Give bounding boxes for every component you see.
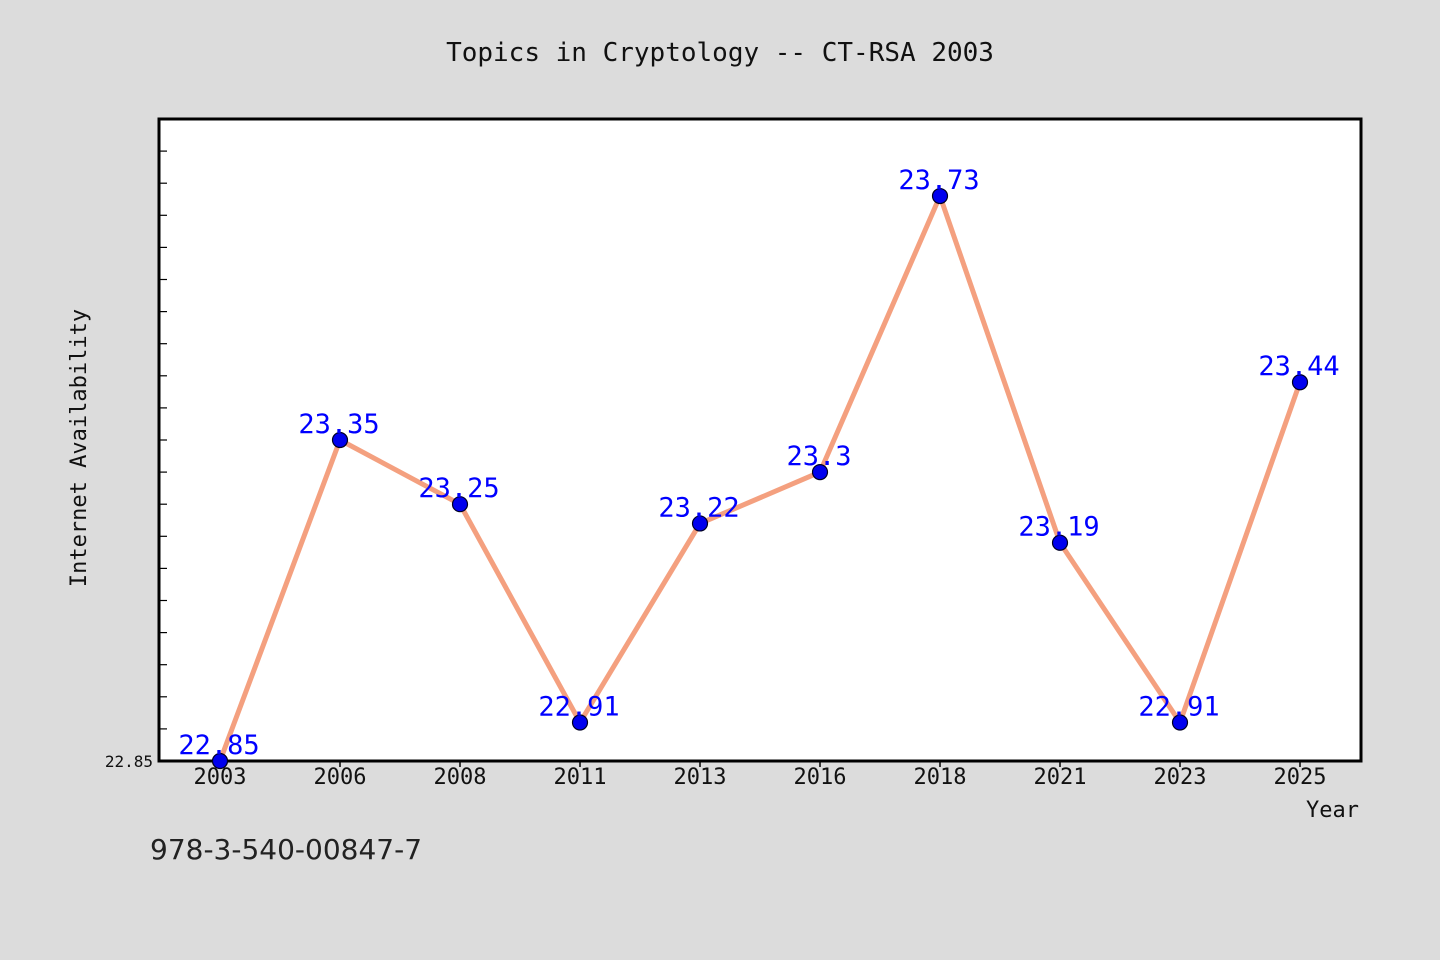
chart-title: Topics in Cryptology -- CT-RSA 2003 (446, 38, 994, 68)
data-label: 22.85 (178, 730, 259, 761)
y-axis-label: Internet Availability (67, 309, 92, 587)
x-tick-label: 2016 (794, 765, 847, 790)
data-labels: 22.85 23.35 23.25 22.91 23.22 23.3 23.73 23.19 2… (178, 165, 1339, 761)
data-point (451, 496, 469, 513)
x-tick-label: 2021 (1034, 765, 1087, 790)
data-points (211, 187, 1309, 770)
y-tick-label: 22.85 (105, 752, 153, 771)
isbn-footnote: 978-3-540-00847-7 (150, 833, 423, 866)
series-line (217, 193, 1303, 764)
x-tick-label: 2018 (914, 765, 967, 790)
data-label: 23.3 (786, 441, 851, 472)
data-point (571, 714, 589, 731)
data-point (211, 752, 229, 770)
x-tick-label: 2008 (434, 765, 487, 790)
data-label: 23.25 (418, 473, 499, 504)
data-point (691, 515, 709, 532)
plot-area (157, 117, 1363, 763)
data-point (1171, 714, 1189, 731)
data-label: 23.35 (298, 409, 379, 440)
y-axis-ticks (159, 150, 167, 730)
x-tick-label: 2013 (674, 765, 727, 790)
series-line-group (217, 193, 1303, 764)
x-axis-ticks (219, 761, 1301, 767)
x-axis-label: Year (1306, 798, 1359, 823)
data-point (331, 431, 349, 449)
data-label: 23.22 (658, 492, 739, 523)
data-point (1051, 534, 1069, 551)
data-point (1291, 374, 1309, 391)
data-label: 23.73 (898, 165, 979, 196)
x-tick-label: 2003 (194, 765, 247, 790)
x-tick-label: 2006 (314, 765, 367, 790)
data-label: 22.91 (538, 691, 619, 722)
data-label: 23.19 (1018, 512, 1099, 543)
x-tick-label: 2023 (1154, 765, 1207, 790)
data-point (811, 464, 829, 481)
x-tick-label: 2011 (554, 765, 607, 790)
data-label: 23.44 (1258, 351, 1339, 382)
x-tick-labels: 2003 2006 2008 2011 2013 2016 2018 2021 2023 2025 (194, 765, 1327, 790)
data-point (931, 187, 949, 205)
x-tick-label: 2025 (1274, 765, 1327, 790)
data-label: 22.91 (1138, 691, 1219, 722)
